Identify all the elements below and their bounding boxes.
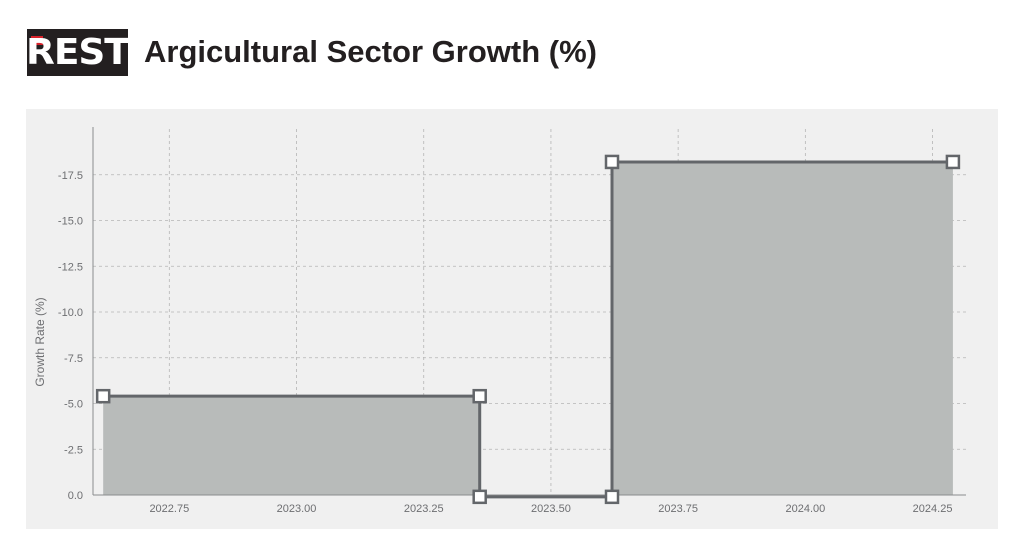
y-tick-label: -17.5 xyxy=(58,170,83,182)
axes xyxy=(92,127,966,496)
y-tick-label: 0.0 xyxy=(68,490,83,502)
y-axis-title: Growth Rate (%) xyxy=(33,297,47,386)
y-tick-label: -15.0 xyxy=(58,216,83,228)
x-tick-label: 2023.00 xyxy=(277,503,317,515)
series-line-path xyxy=(103,160,953,499)
series-line xyxy=(103,160,953,499)
chart-title: Argicultural Sector Growth (%) xyxy=(144,34,597,69)
y-tick-label: -2.5 xyxy=(64,444,83,456)
series-markers xyxy=(95,154,961,505)
data-point-marker xyxy=(604,489,620,505)
logo-accent-mark xyxy=(31,36,43,45)
y-tick-label: -7.5 xyxy=(64,353,83,365)
series-area xyxy=(103,161,953,497)
data-point-marker xyxy=(604,154,620,170)
x-tick-label: 2024.25 xyxy=(913,503,953,515)
x-tick-label: 2024.00 xyxy=(785,503,825,515)
rest-logo: REST xyxy=(27,29,128,76)
y-tick-label: -12.5 xyxy=(58,261,83,273)
chart-panel: 0.0 -2.5 -5.0 -7.5 -10.0 -12.5 -15.0 -17.5 2022.… xyxy=(26,109,998,529)
area-chart: 0.0 -2.5 -5.0 -7.5 -10.0 -12.5 -15.0 -17.5 2022.… xyxy=(33,127,966,515)
data-point-marker xyxy=(945,154,961,170)
logo-text: REST xyxy=(27,31,128,73)
area-fill xyxy=(103,161,953,497)
data-point-marker xyxy=(472,489,487,505)
data-point-marker xyxy=(95,388,111,404)
y-tick-label: -10.0 xyxy=(58,307,83,319)
x-tick-label: 2023.50 xyxy=(531,503,571,515)
x-tick-label: 2023.75 xyxy=(658,503,698,515)
data-point-marker xyxy=(472,388,487,404)
x-tick-label: 2022.75 xyxy=(149,503,189,515)
y-tick-label: -5.0 xyxy=(64,399,83,411)
x-tick-label: 2023.25 xyxy=(404,503,444,515)
tick-labels: 0.0 -2.5 -5.0 -7.5 -10.0 -12.5 -15.0 -17.5 2022.… xyxy=(33,170,952,515)
